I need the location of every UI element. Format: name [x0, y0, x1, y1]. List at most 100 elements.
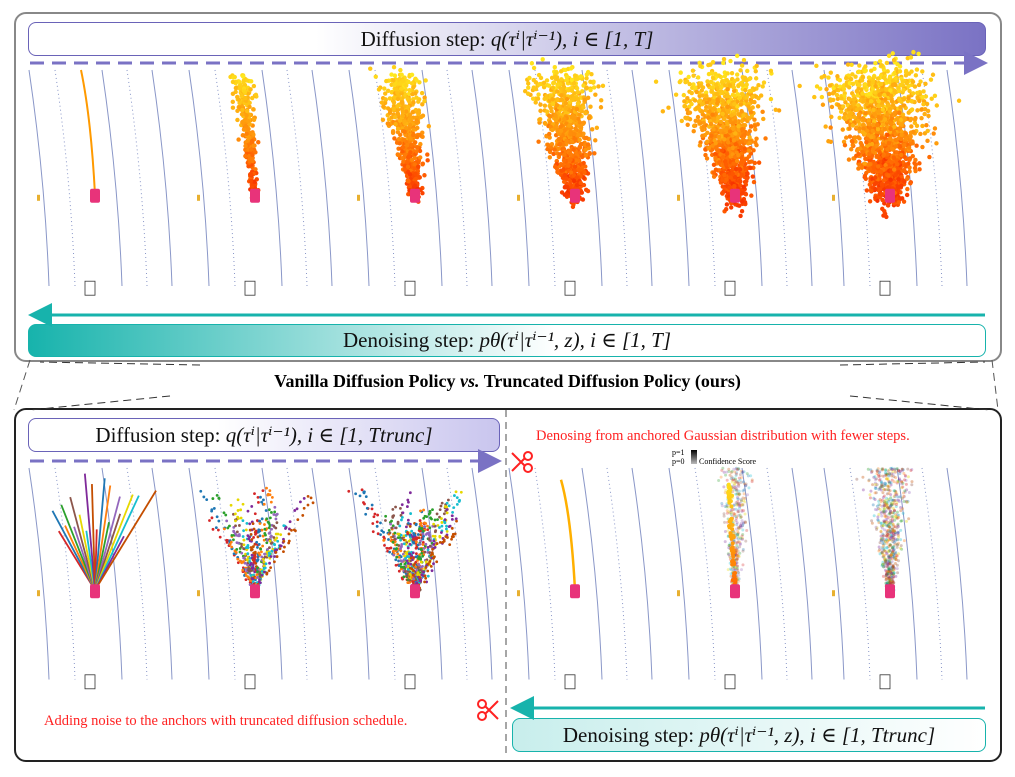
sample-point: [716, 107, 722, 113]
sample-point: [727, 83, 733, 88]
sample-point: [726, 99, 731, 104]
sample-point: [572, 95, 577, 101]
lane-line: [188, 69, 210, 287]
sample-point: [893, 76, 898, 81]
sample-point: [562, 172, 568, 178]
sample-point: [385, 121, 390, 126]
sample-point: [748, 165, 753, 171]
sample-point: [739, 172, 745, 178]
denoising-formula: pθ(τⁱ|τⁱ⁻¹, z), i ∈ [1, Ttrunc]: [699, 722, 936, 747]
sample-point: [886, 140, 892, 146]
sample-point: [728, 58, 733, 64]
sample-point: [889, 160, 894, 165]
sample-point: [210, 516, 214, 520]
sample-point: [812, 94, 817, 100]
sample-point: [705, 79, 710, 84]
sample-point: [236, 97, 241, 102]
sample-point: [687, 117, 693, 122]
ego-car: [250, 188, 260, 203]
sample-point: [414, 78, 419, 83]
sample-point: [407, 99, 412, 104]
sample-point: [850, 81, 856, 87]
sample-point: [393, 121, 398, 127]
sample-point: [287, 539, 291, 543]
sample-point: [259, 547, 263, 551]
sample-point: [425, 158, 430, 163]
sample-point: [566, 163, 571, 168]
sample-point: [751, 148, 756, 153]
sample-point: [862, 146, 867, 151]
sample-point: [408, 116, 414, 121]
sample-point: [893, 144, 899, 149]
sample-point: [530, 96, 536, 101]
sample-point: [902, 142, 907, 148]
sample-point: [423, 78, 428, 83]
sample-point: [275, 521, 279, 525]
sample-point: [707, 109, 712, 114]
sample-point: [575, 96, 581, 102]
sample-point: [564, 77, 570, 83]
sample-point: [907, 157, 912, 163]
lane-line: [151, 69, 173, 287]
sample-point: [251, 563, 255, 567]
sample-point: [403, 125, 409, 131]
sample-point: [522, 89, 528, 94]
sample-point: [874, 143, 879, 149]
diffusion-label: Diffusion step:: [95, 422, 221, 447]
lane-line: [668, 69, 690, 287]
sample-point: [866, 118, 871, 123]
sample-point: [696, 99, 702, 104]
legend-label: Confidence Score: [699, 457, 757, 466]
sample-point: [916, 82, 922, 88]
sample-point: [581, 105, 586, 110]
sample-point: [385, 106, 391, 111]
sample-point: [384, 78, 389, 84]
sample-point: [241, 568, 245, 572]
sample-point: [273, 538, 277, 542]
sample-point: [841, 85, 846, 91]
sample-point: [738, 68, 743, 73]
sample-point: [892, 124, 897, 129]
sample-point: [269, 555, 273, 558]
sample-point: [913, 73, 919, 78]
lane-line: [151, 467, 173, 680]
sample-point: [706, 62, 711, 68]
sample-point: [850, 142, 855, 148]
sample-point: [876, 108, 882, 114]
sample-point: [242, 547, 246, 550]
sample-point: [920, 144, 925, 150]
sample-point: [225, 519, 229, 523]
lane-line: [374, 69, 396, 287]
sample-point: [411, 100, 416, 105]
sample-point: [740, 83, 745, 88]
sample-point: [744, 78, 749, 83]
sample-point: [841, 115, 847, 120]
parking-spot: [879, 280, 891, 296]
sample-point: [727, 146, 732, 152]
sample-point: [738, 183, 743, 188]
sample-point: [246, 544, 250, 547]
anchor-trajectory: [94, 490, 157, 591]
sample-point: [255, 559, 259, 563]
sample-point: [258, 534, 262, 538]
lane-line: [28, 69, 50, 287]
sample-point: [574, 175, 580, 180]
sample-point: [820, 102, 826, 107]
sample-point: [222, 527, 226, 531]
sample-point: [886, 173, 891, 178]
sample-point: [268, 539, 272, 543]
sample-point: [379, 100, 385, 105]
sample-point: [743, 192, 749, 197]
sample-point: [568, 66, 574, 71]
sample-point: [690, 85, 695, 90]
sample-point: [557, 141, 563, 147]
sample-point: [892, 88, 897, 93]
sample-point: [732, 183, 737, 189]
sample-point: [202, 495, 206, 499]
sample-point: [266, 493, 270, 497]
sample-point: [407, 184, 413, 190]
sample-point: [738, 140, 743, 145]
sample-point: [738, 145, 744, 150]
pedestrian-marker: [832, 194, 835, 201]
sample-point: [557, 152, 562, 157]
